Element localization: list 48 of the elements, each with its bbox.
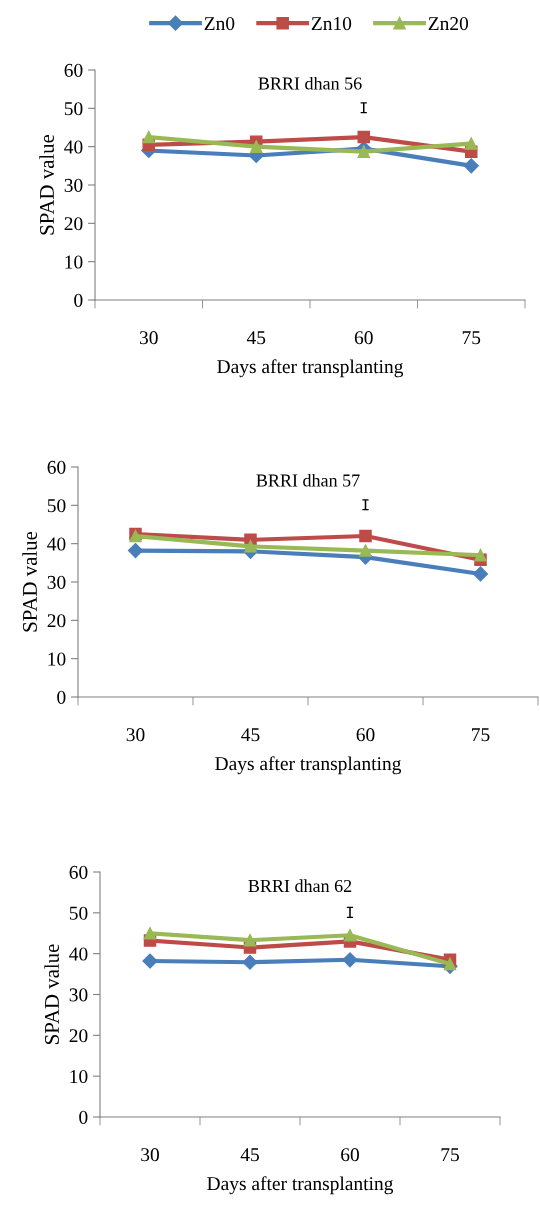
x-tick-label: 30 (139, 331, 158, 345)
y-tick-label: 50 (64, 102, 83, 116)
y-tick-label: 20 (64, 217, 83, 231)
y-tick-label: 20 (47, 614, 66, 628)
y-tick-label: 40 (47, 537, 66, 551)
y-tick-label: 30 (69, 988, 88, 1002)
annotation: I (346, 906, 354, 918)
y-tick-label: 0 (57, 690, 66, 704)
legend-label: Zn10 (311, 17, 352, 31)
chart-title: BRRI dhan 57 (256, 473, 360, 487)
y-tick-label: 60 (47, 460, 66, 474)
y-tick-label: 0 (79, 1110, 88, 1124)
y-tick-label: 40 (64, 140, 83, 154)
x-tick-label: 30 (126, 728, 145, 742)
x-tick-label: 75 (441, 1148, 459, 1162)
y-axis-title: SPAD value (22, 531, 37, 632)
legend-label: Zn0 (204, 17, 235, 31)
x-tick-label: 45 (240, 1148, 259, 1162)
y-tick-label: 10 (65, 255, 83, 269)
x-axis-title: Days after transplanting (217, 359, 404, 378)
x-tick-label: 75 (472, 728, 490, 742)
annotation: I (362, 499, 369, 511)
x-axis-title: Days after transplanting (207, 1176, 394, 1195)
annotation: I (360, 102, 367, 114)
y-tick-label: 50 (47, 499, 66, 513)
y-tick-label: 10 (48, 652, 66, 666)
x-tick-label: 45 (241, 728, 260, 742)
y-tick-label: 60 (69, 865, 88, 879)
y-axis-title: SPAD value (44, 944, 59, 1044)
x-tick-label: 75 (462, 331, 481, 345)
y-axis-title: SPAD value (39, 134, 54, 235)
x-tick-label: 30 (141, 1148, 159, 1162)
legend-label: Zn20 (428, 17, 469, 31)
y-tick-label: 30 (64, 178, 83, 192)
x-tick-label: 60 (354, 331, 373, 345)
y-tick-label: 10 (70, 1069, 88, 1084)
x-axis-title: Days after transplanting (215, 756, 402, 775)
x-tick-label: 60 (356, 728, 375, 742)
y-tick-label: 40 (69, 947, 88, 961)
x-tick-label: 45 (246, 331, 266, 345)
y-tick-label: 60 (64, 63, 83, 77)
y-tick-label: 0 (74, 293, 83, 307)
y-tick-label: 30 (47, 575, 66, 589)
y-tick-label: 20 (69, 1029, 88, 1043)
y-tick-label: 50 (69, 906, 88, 920)
x-tick-label: 60 (341, 1148, 359, 1162)
chart-title: BRRI dhan 62 (248, 879, 352, 893)
chart-title: BRRI dhan 56 (258, 76, 362, 90)
